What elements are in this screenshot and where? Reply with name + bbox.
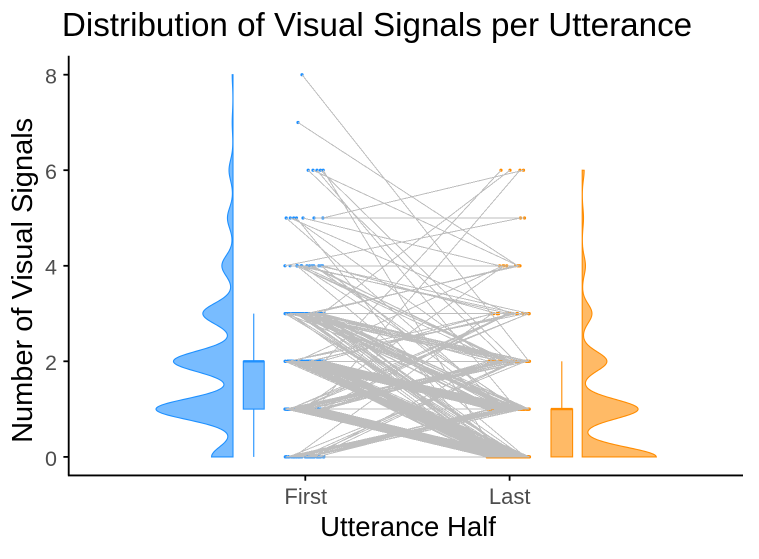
svg-text:Distribution of Visual Signals: Distribution of Visual Signals per Utter… (62, 7, 692, 44)
svg-text:6: 6 (45, 160, 57, 184)
svg-text:First: First (284, 484, 327, 509)
svg-text:Last: Last (489, 484, 531, 509)
svg-text:Utterance Half: Utterance Half (320, 511, 496, 542)
svg-text:2: 2 (45, 351, 57, 375)
svg-text:Number of Visual Signals: Number of Visual Signals (7, 118, 39, 443)
svg-text:8: 8 (45, 65, 57, 89)
svg-text:4: 4 (45, 256, 57, 280)
svg-text:0: 0 (45, 447, 57, 471)
